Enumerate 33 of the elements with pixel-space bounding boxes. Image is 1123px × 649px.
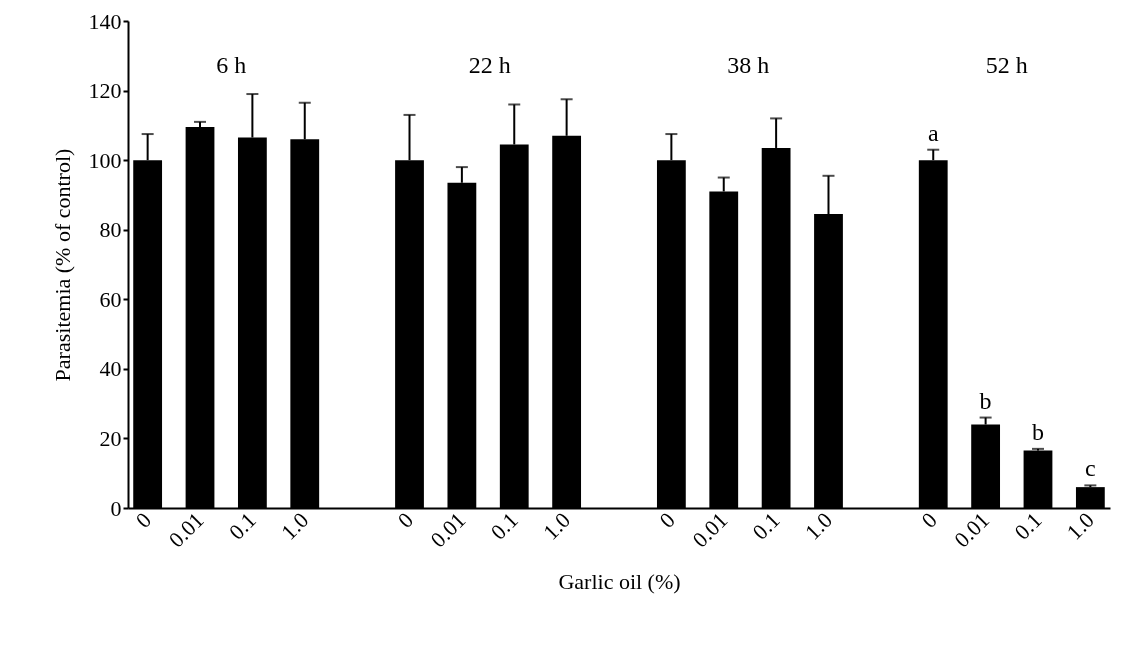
y-tick-label: 40 — [99, 356, 122, 382]
y-tick-label: 140 — [88, 8, 122, 34]
x-tick-label: 0 — [392, 507, 418, 533]
annotation: 38 h — [727, 52, 770, 78]
y-axis-title: Parasitemia (% of control) — [49, 148, 75, 382]
x-tick-label: 0.01 — [425, 507, 471, 553]
annotation: 52 h — [985, 52, 1028, 78]
data-label: b — [1031, 418, 1044, 445]
x-tick-label: 0.01 — [163, 507, 209, 553]
x-axis-title: Garlic oil (%) — [558, 568, 681, 594]
x-tick-label: 0.1 — [1009, 507, 1047, 545]
annotation: 22 h — [468, 52, 511, 78]
x-tick-label: 1.0 — [537, 507, 576, 545]
annotation: 6 h — [216, 52, 247, 78]
y-tick-label: 100 — [88, 147, 122, 173]
x-tick-label: 0 — [130, 507, 157, 533]
y-tick-label: 60 — [99, 286, 122, 312]
x-tick-label: 1.0 — [799, 507, 837, 545]
data-label: c — [1085, 455, 1096, 482]
x-tick-label: 0.1 — [485, 507, 523, 545]
x-tick-label: 0.1 — [223, 507, 261, 545]
y-tick-label: 80 — [99, 217, 122, 243]
x-tick-label: 0.1 — [747, 507, 785, 545]
y-tick-label: 120 — [88, 78, 122, 104]
x-tick-label: 0.01 — [949, 507, 995, 553]
data-label: a — [927, 119, 939, 146]
x-tick-label: 0 — [654, 507, 680, 533]
data-label: b — [979, 387, 992, 414]
x-tick-label: 1.0 — [1061, 507, 1099, 545]
x-tick-label: 0 — [916, 507, 942, 533]
y-tick-label: 20 — [99, 425, 122, 451]
x-tick-label: 1.0 — [276, 507, 314, 545]
x-tick-label: 0.01 — [687, 507, 733, 553]
